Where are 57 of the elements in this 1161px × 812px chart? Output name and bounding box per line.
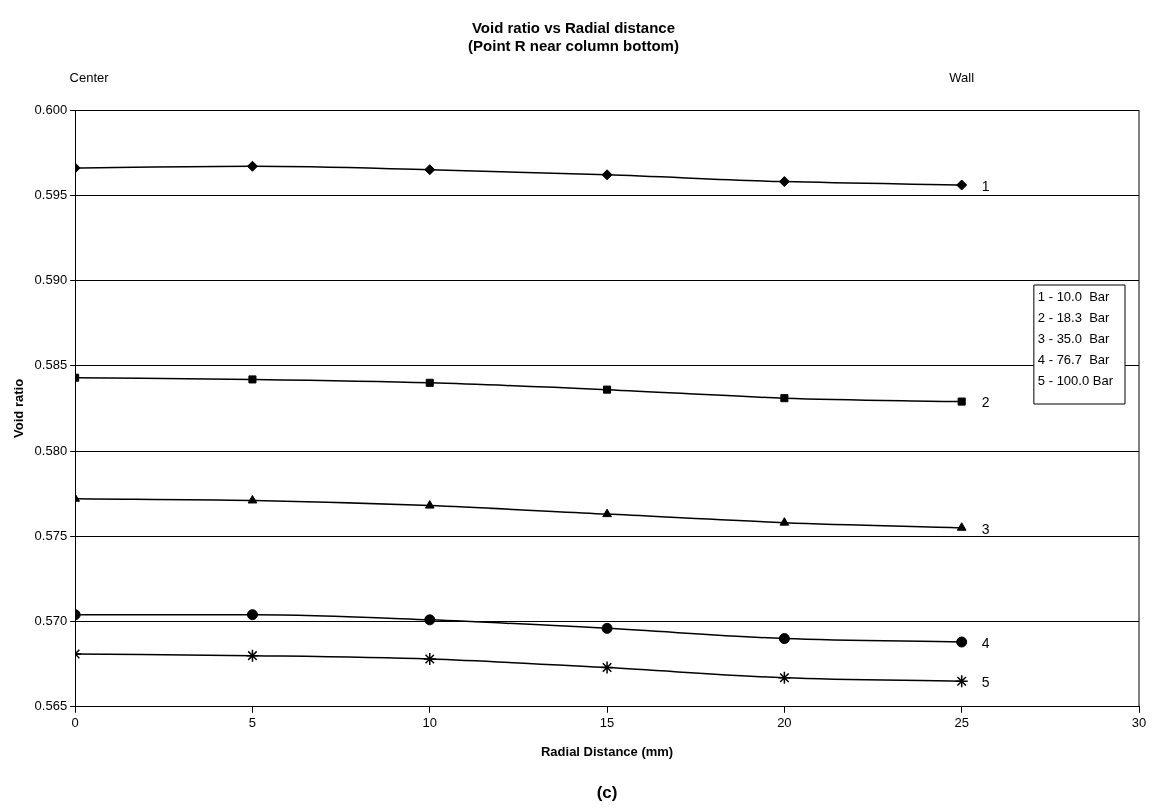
text: Center [69,70,110,85]
point [778,633,790,645]
point [780,394,789,403]
point [246,160,258,172]
y-tick-label: 0.595 [34,186,68,202]
point [601,169,613,181]
point [601,622,613,634]
series-label: 5 [981,674,990,691]
x-tick-label: 5 [248,715,257,731]
series-label: 3 [981,520,990,537]
point [247,494,258,504]
point [423,652,437,666]
point [956,636,968,648]
point [777,671,792,685]
point [424,500,435,509]
y-tick-label: 0.585 [34,357,68,373]
y-tick-label: 0.580 [34,442,68,458]
x-tick-label: 30 [1131,715,1147,731]
y-tick-label: 0.565 [34,698,68,714]
annotation: 1 - 10.0 Bar [1037,288,1111,304]
text: (c) [596,783,618,802]
x-tick-label: 10 [422,715,437,731]
x-tick-label: 20 [777,715,792,731]
point [778,176,790,188]
point [779,517,790,526]
x-tick-label: 0 [71,715,79,731]
x-tick-label: 15 [599,715,615,731]
point [957,397,966,406]
point [602,508,612,518]
point [248,375,257,384]
point [956,522,967,531]
series-label: 1 [981,177,990,194]
point [603,385,612,394]
point [954,674,969,688]
point [245,648,260,663]
y-tick-label: 0.590 [34,272,68,288]
chart-title: Void ratio vs Radial distance [471,19,676,37]
series-label: 2 [981,394,990,411]
series-label: 4 [981,634,990,651]
x-tick-label: 25 [954,715,969,731]
point [956,179,968,191]
point [425,378,434,387]
annotation: 5 - 100.0 Bar [1037,372,1114,388]
annotation: 3 - 35.0 Bar [1037,330,1111,346]
y-tick-label: 0.570 [34,613,68,629]
x-axis-title: Radial Distance (mm) [540,743,674,759]
y-tick-label: 0.600 [34,101,68,117]
point [600,660,614,675]
y-tick-label: 0.575 [34,527,68,543]
annotation: 4 - 76.7 Bar [1037,351,1111,367]
annotation: 2 - 18.3 Bar [1037,309,1111,325]
point [424,164,436,176]
point [246,609,258,621]
point [424,614,436,626]
chart-subtitle: (Point R near column bottom) [468,37,679,55]
y-axis-title: Void ratio [11,378,27,438]
text: Wall [949,70,975,85]
